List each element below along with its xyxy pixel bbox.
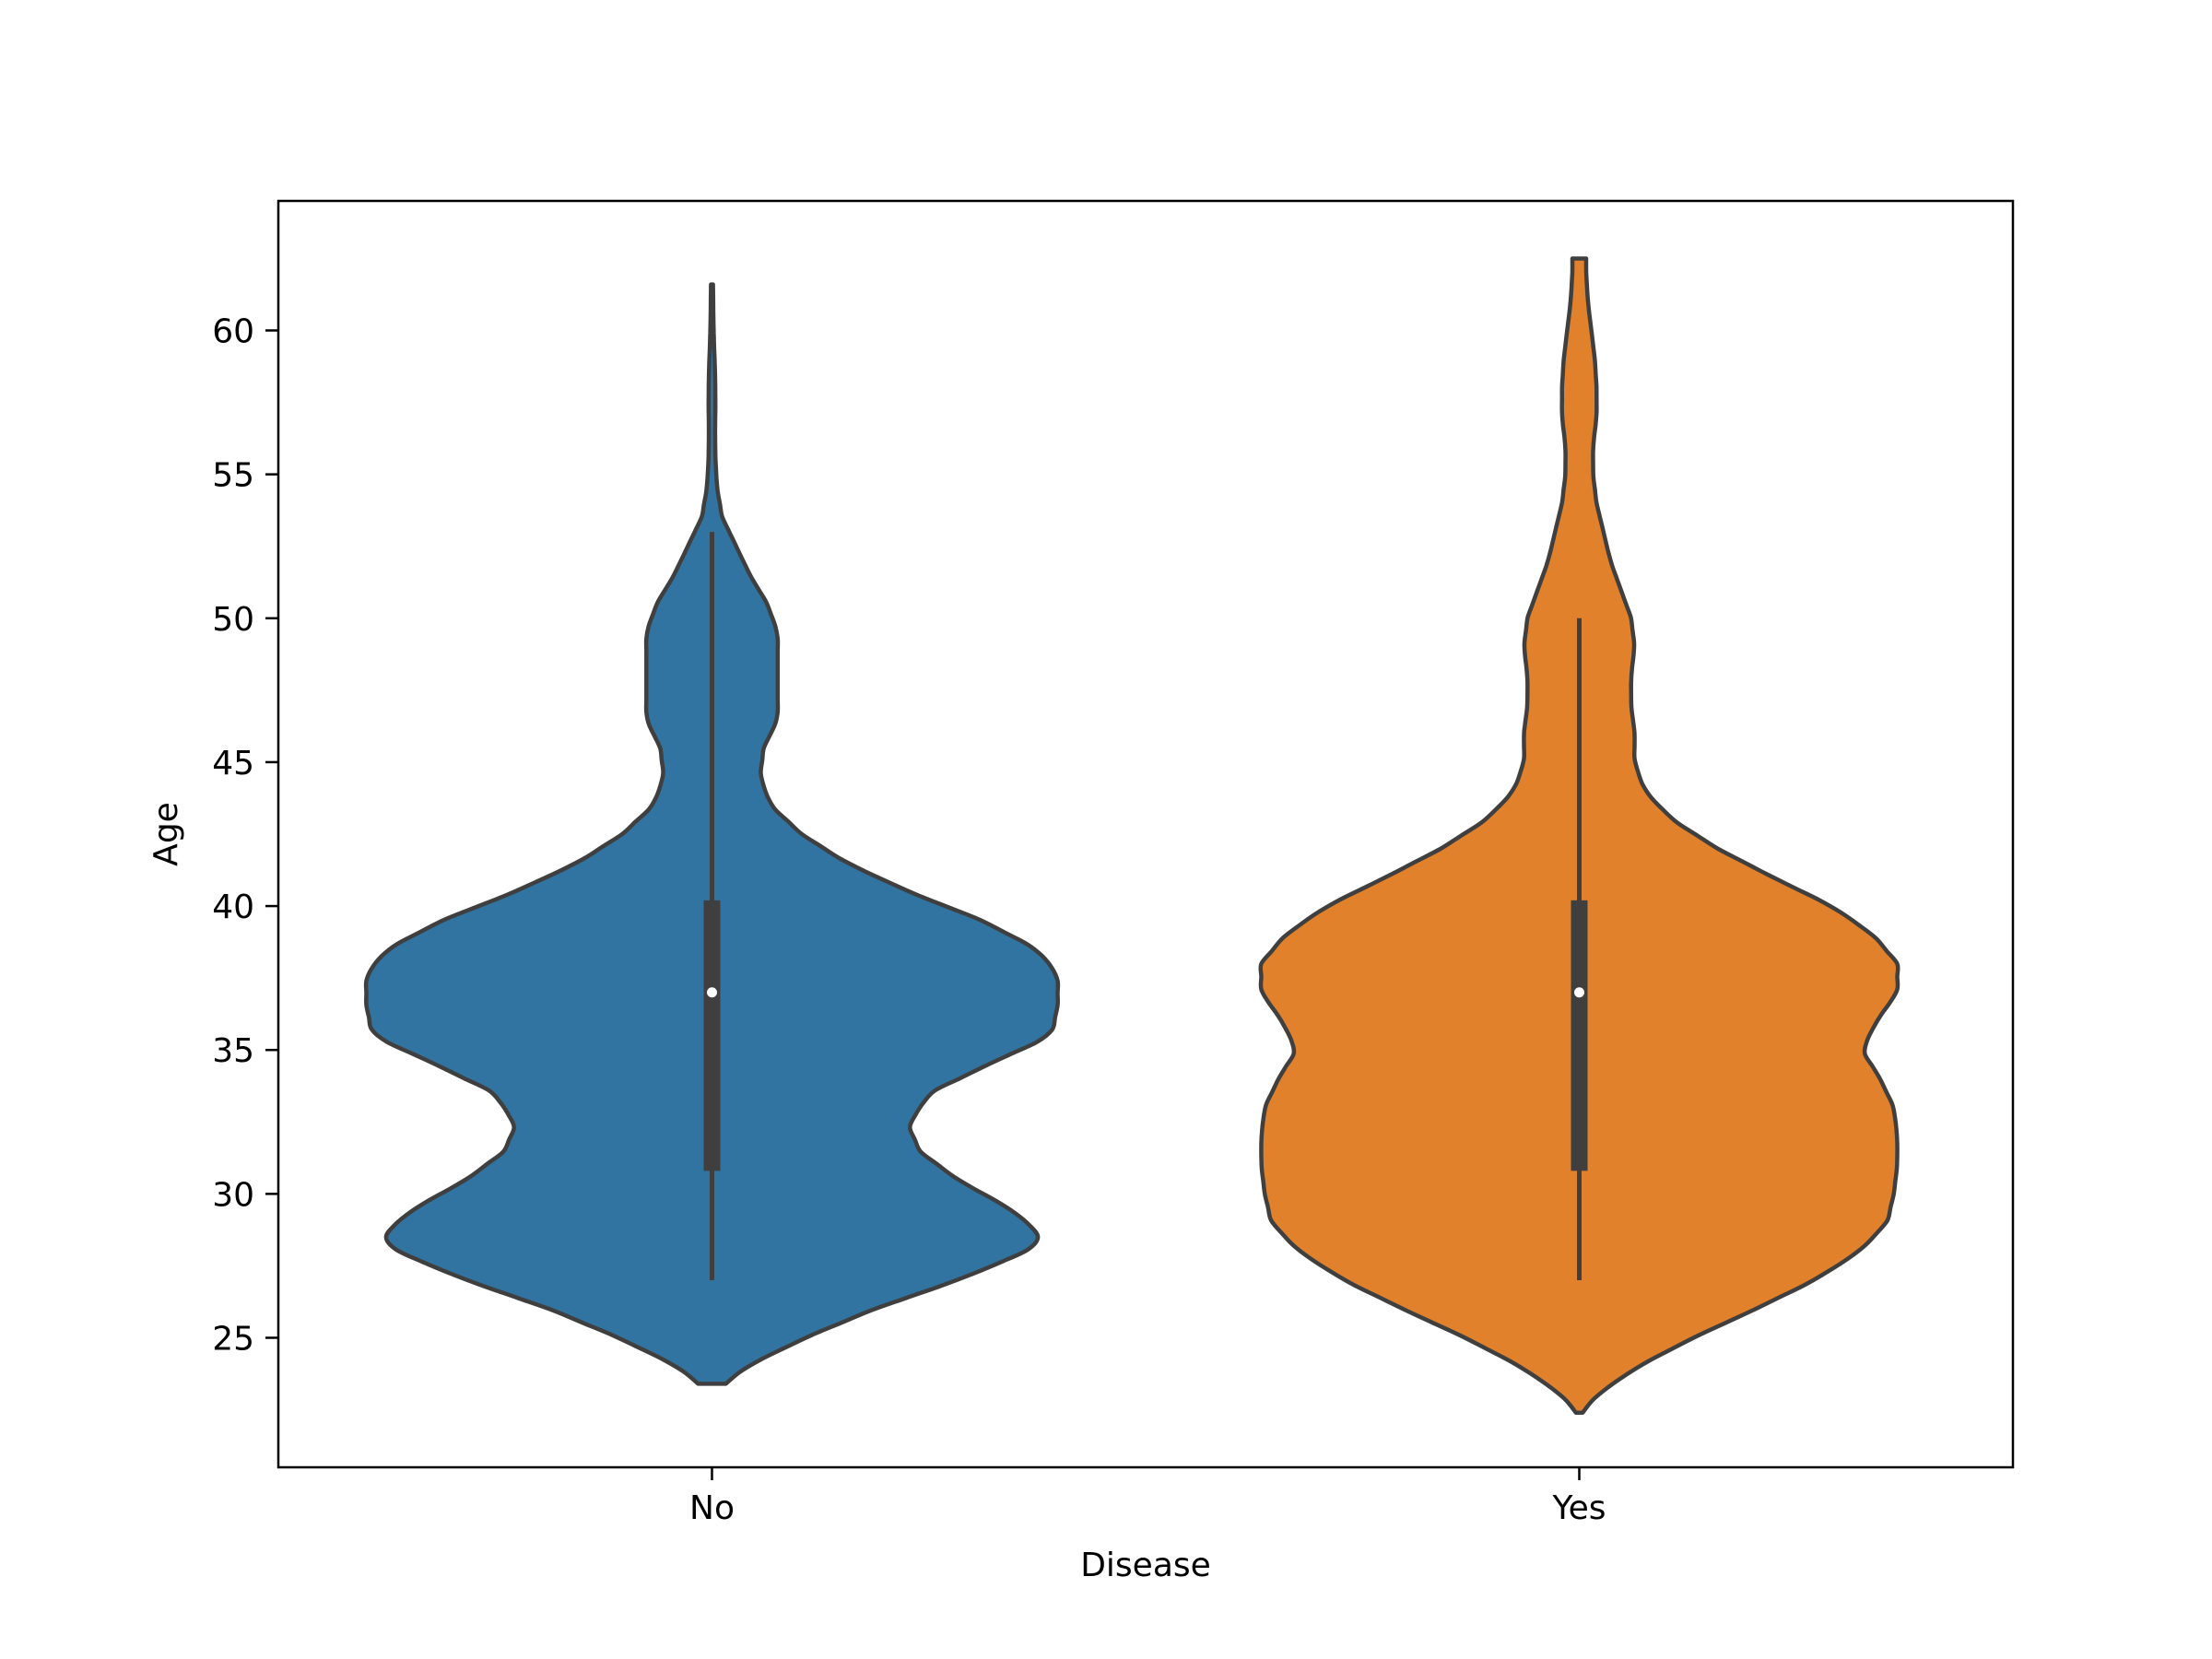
iqr-box-yes (1571, 900, 1588, 1171)
y-tick-label: 50 (212, 601, 254, 639)
y-tick-label: 55 (212, 457, 254, 495)
x-tick-label: Yes (1551, 1489, 1606, 1527)
y-tick-label: 45 (212, 745, 254, 782)
y-tick-label: 30 (212, 1176, 254, 1214)
median-marker-no (707, 987, 717, 998)
y-axis-label: Age (147, 802, 185, 866)
y-tick-label: 35 (212, 1032, 254, 1070)
violins-layer (363, 256, 1900, 1415)
iqr-box-no (703, 900, 721, 1171)
median-marker-yes (1574, 987, 1584, 998)
plot-frame (276, 199, 2015, 1469)
y-tick-label: 40 (212, 888, 254, 926)
y-axis: 25 30 35 40 45 50 55 60 (212, 313, 278, 1358)
x-axis: No Yes (689, 1467, 1606, 1527)
y-tick-label: 25 (212, 1320, 254, 1358)
y-tick-label: 60 (212, 313, 254, 351)
x-tick-label: No (689, 1489, 735, 1527)
x-axis-label: Disease (1080, 1547, 1211, 1584)
